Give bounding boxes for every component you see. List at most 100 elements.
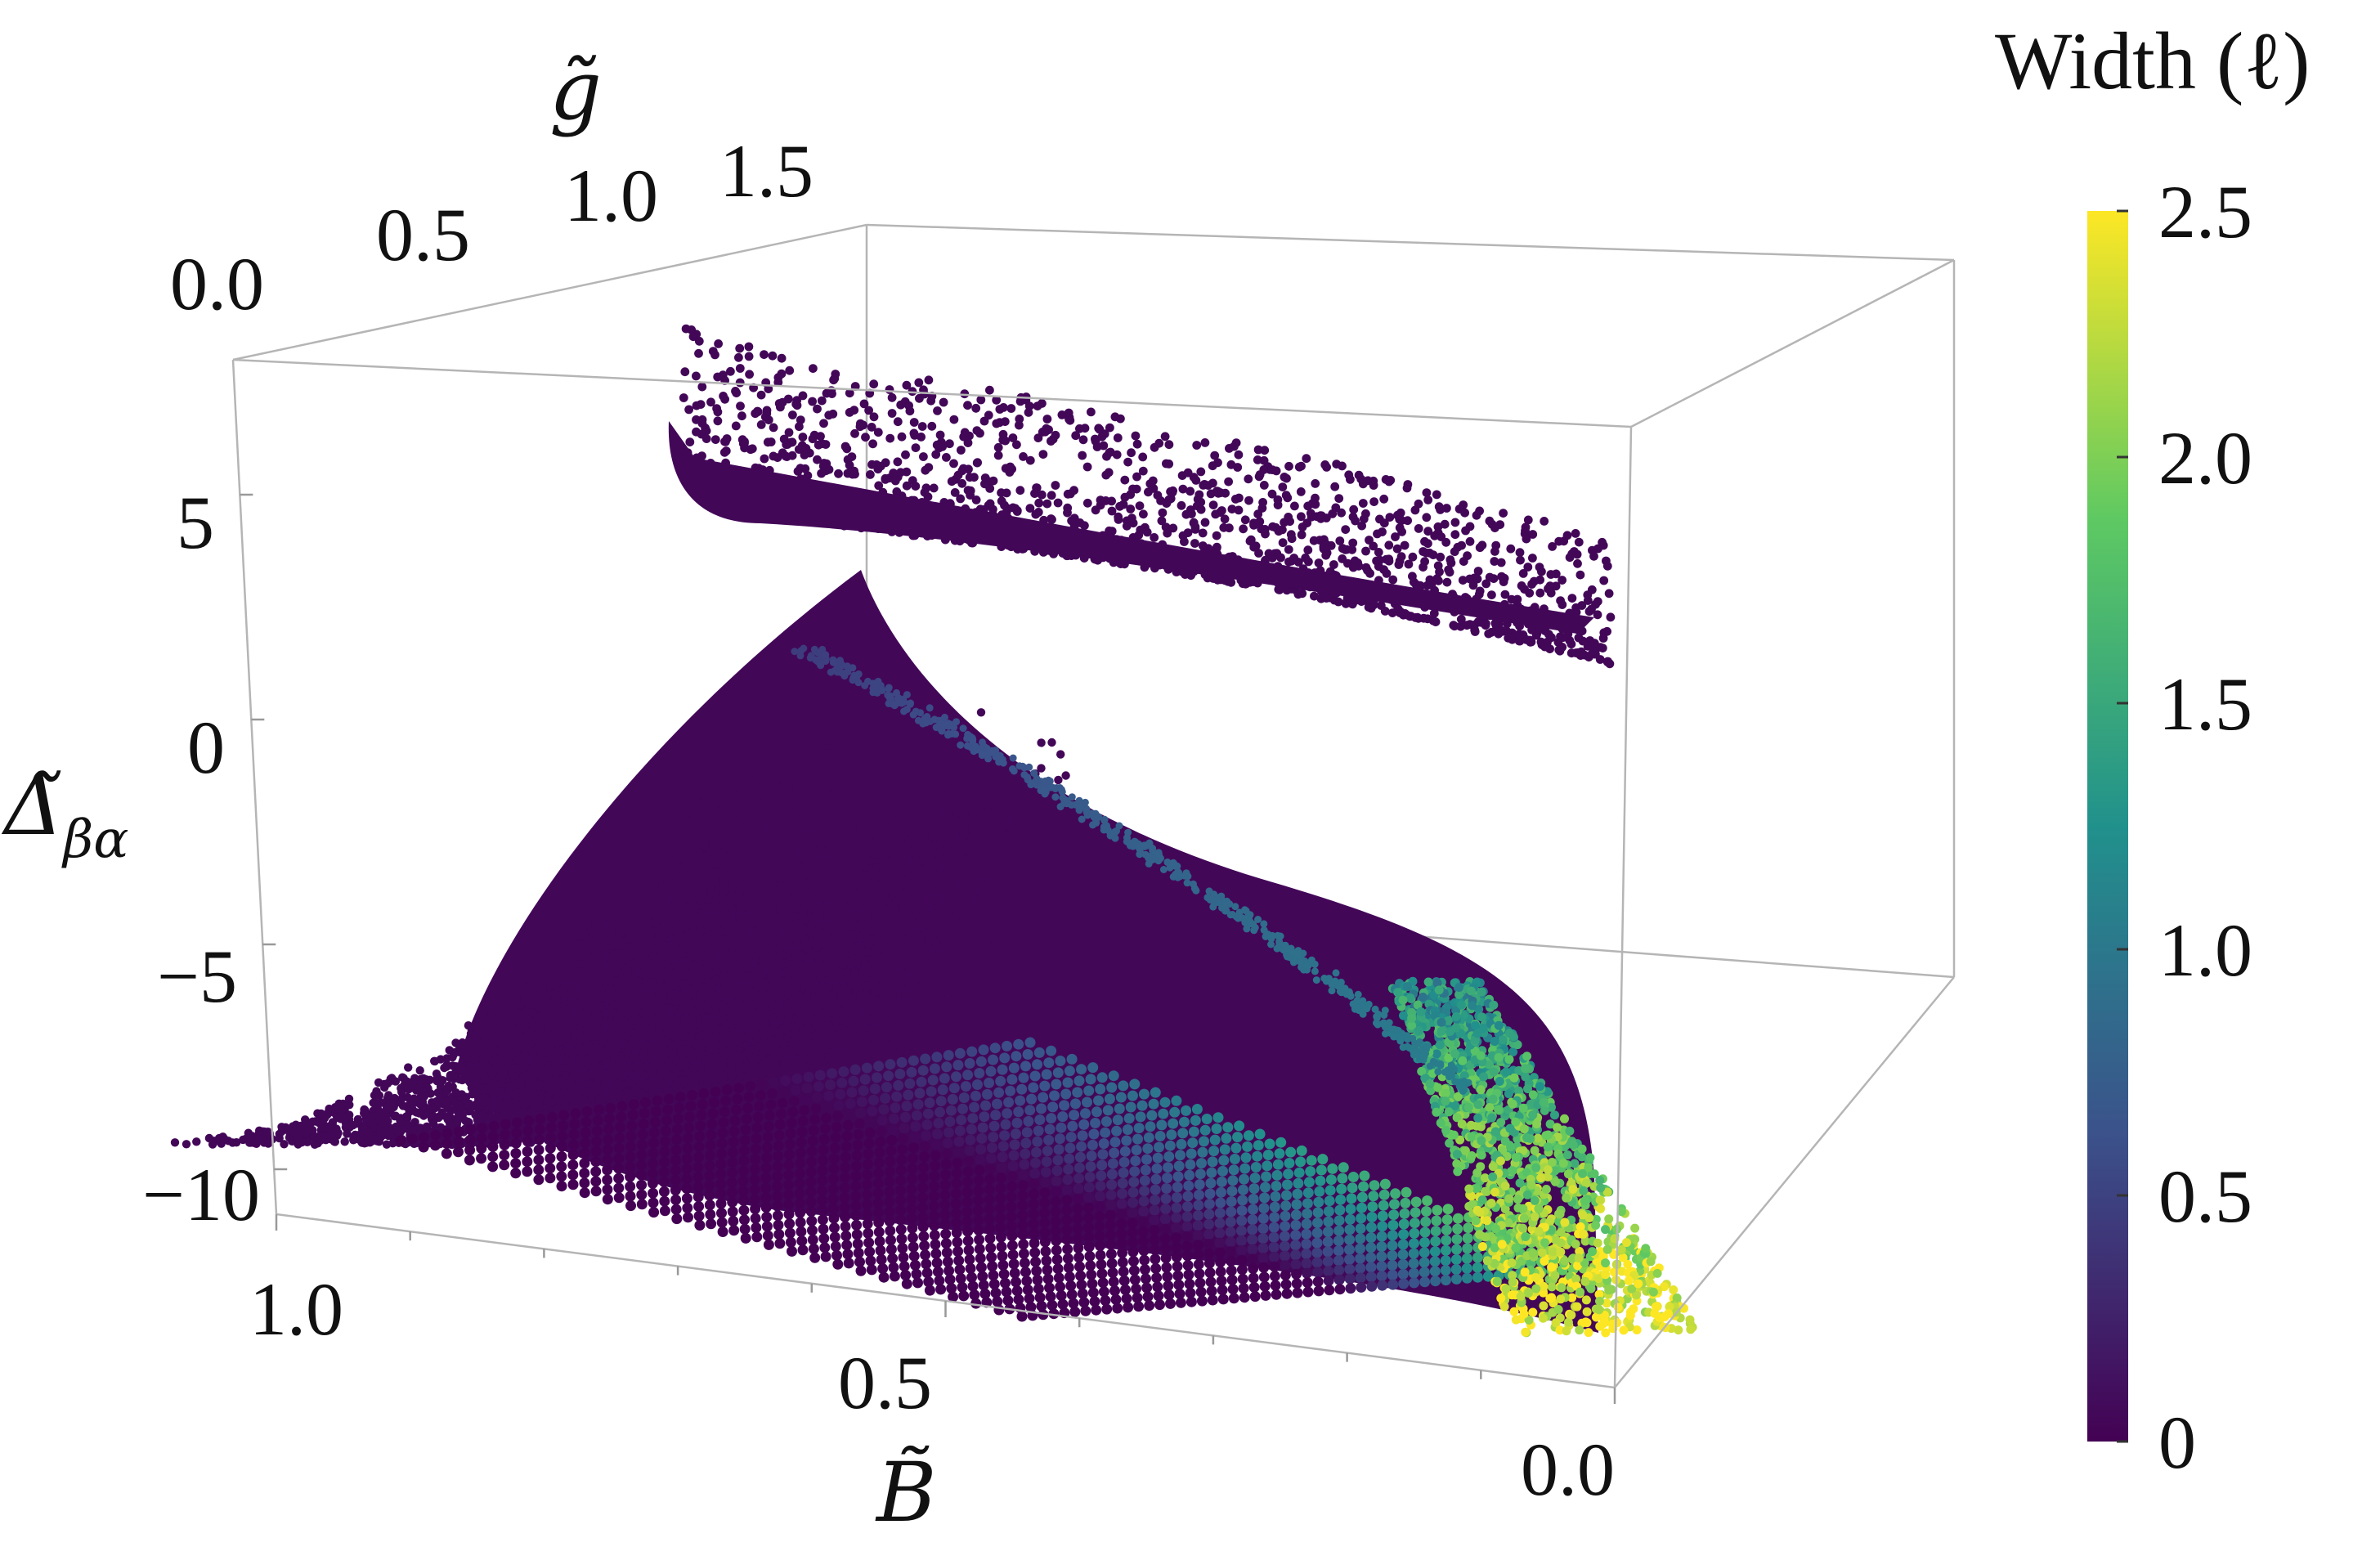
- lower-branch-point: [592, 935, 602, 945]
- lower-branch-point: [805, 1025, 814, 1034]
- lower-branch-streak-point: [499, 1150, 510, 1161]
- lower-branch-streak-point: [995, 1075, 1006, 1087]
- lower-branch-point: [791, 847, 800, 857]
- upper-branch-point: [887, 392, 897, 402]
- lower-branch-point: [724, 861, 733, 870]
- lower-branch-streak-point: [476, 1132, 487, 1144]
- upper-branch-point: [1419, 613, 1428, 623]
- lower-branch-point: [594, 1016, 603, 1025]
- upper-branch-point: [1240, 515, 1250, 525]
- lower-branch-point: [653, 1025, 663, 1034]
- lower-branch-point: [658, 854, 667, 863]
- upper-branch-point: [1310, 591, 1319, 601]
- lower-branch-point: [921, 756, 930, 765]
- lower-branch-point: [538, 986, 548, 995]
- upper-branch-point: [1500, 590, 1510, 599]
- upper-branch-point: [1515, 548, 1525, 558]
- upper-branch-point: [1196, 504, 1206, 514]
- lower-branch-point: [817, 998, 827, 1007]
- upper-branch-point: [980, 479, 989, 489]
- lower-branch-point: [362, 1138, 371, 1147]
- upper-branch-point: [776, 402, 785, 412]
- lower-branch-streak-point: [1062, 1077, 1073, 1088]
- lower-branch-streak-point: [972, 1079, 983, 1090]
- upper-branch-point: [1006, 404, 1016, 413]
- lower-branch-point: [602, 1070, 612, 1079]
- upper-branch-point: [914, 378, 924, 388]
- lower-branch-streak-point: [639, 1096, 651, 1108]
- lower-branch-streak-point: [487, 1161, 499, 1173]
- upper-branch-point: [959, 432, 969, 442]
- lower-branch-point: [577, 966, 586, 976]
- lower-branch-point: [687, 816, 697, 825]
- upper-branch-point: [971, 495, 981, 504]
- lower-branch-point: [483, 1050, 492, 1060]
- lower-branch-point: [802, 993, 811, 1002]
- upper-branch-point: [1544, 584, 1553, 594]
- lower-branch-streak-point: [707, 1108, 719, 1119]
- lower-branch-point: [436, 1055, 446, 1064]
- lower-branch-streak-point: [694, 1131, 706, 1142]
- upper-branch-point: [769, 451, 778, 461]
- upper-branch-point: [816, 432, 825, 441]
- lower-branch-streak-point: [535, 1113, 546, 1124]
- lower-branch-point: [901, 989, 910, 998]
- upper-branch-point: [1422, 488, 1432, 497]
- upper-branch-point: [1361, 509, 1370, 518]
- lower-branch-point: [687, 1034, 696, 1043]
- lower-branch-point: [456, 1048, 466, 1057]
- lower-branch-point: [651, 880, 660, 890]
- upper-branch-point: [714, 339, 723, 348]
- upper-branch-point: [1588, 545, 1597, 555]
- lower-branch-streak-point: [960, 1081, 971, 1092]
- lower-branch-point: [488, 1057, 498, 1066]
- lower-branch-streak-point: [636, 1150, 648, 1161]
- upper-branch-point: [1132, 472, 1141, 482]
- lower-branch-point: [655, 975, 665, 984]
- lower-branch-point: [676, 850, 685, 860]
- lower-branch-point: [596, 926, 605, 935]
- lower-branch-point: [467, 1083, 477, 1093]
- lower-branch-streak-point: [904, 1078, 916, 1089]
- upper-branch-point: [1450, 518, 1460, 527]
- lower-branch-streak-point: [890, 1102, 901, 1114]
- lower-branch-point: [472, 1066, 482, 1075]
- upper-branch-point: [950, 488, 960, 497]
- lower-branch-streak-point: [628, 1099, 639, 1110]
- lower-branch-point: [851, 1024, 860, 1033]
- lower-branch-point: [803, 878, 813, 888]
- lower-branch-point: [495, 1087, 504, 1096]
- upper-branch-point: [947, 477, 957, 487]
- lower-branch-streak-point: [777, 1097, 788, 1109]
- lower-branch-point: [522, 982, 532, 991]
- lower-branch-point: [545, 1022, 554, 1032]
- upper-branch-point: [965, 473, 975, 482]
- lower-branch-point: [903, 1009, 913, 1018]
- upper-branch-point: [1112, 450, 1122, 460]
- lower-branch-point: [965, 926, 974, 935]
- lower-branch-point: [930, 904, 939, 913]
- lower-branch-point: [939, 738, 948, 747]
- upper-branch-point: [694, 336, 704, 346]
- upper-branch-point: [735, 364, 745, 373]
- upper-branch-point: [1118, 500, 1128, 509]
- lower-branch-point: [670, 896, 679, 905]
- lower-branch-streak-point: [729, 1115, 741, 1127]
- lower-branch-point: [708, 958, 717, 967]
- lower-branch-point: [748, 850, 758, 860]
- lower-branch-point: [701, 1055, 710, 1064]
- lower-branch-point: [697, 896, 706, 905]
- upper-branch-point: [1253, 455, 1262, 464]
- lower-branch-streak-point: [697, 1099, 708, 1110]
- lower-branch-point: [952, 809, 961, 818]
- upper-branch-point: [744, 342, 754, 352]
- upper-branch-point: [1180, 537, 1189, 546]
- upper-branch-point: [855, 422, 865, 432]
- lower-branch-streak-point: [603, 1123, 615, 1135]
- lower-branch-point: [816, 974, 826, 983]
- lower-branch-streak-point: [581, 1105, 593, 1117]
- upper-branch-point: [1158, 508, 1168, 518]
- lower-branch-point: [815, 760, 825, 769]
- lower-branch-streak-point: [985, 1065, 997, 1077]
- lower-branch-point: [756, 883, 766, 892]
